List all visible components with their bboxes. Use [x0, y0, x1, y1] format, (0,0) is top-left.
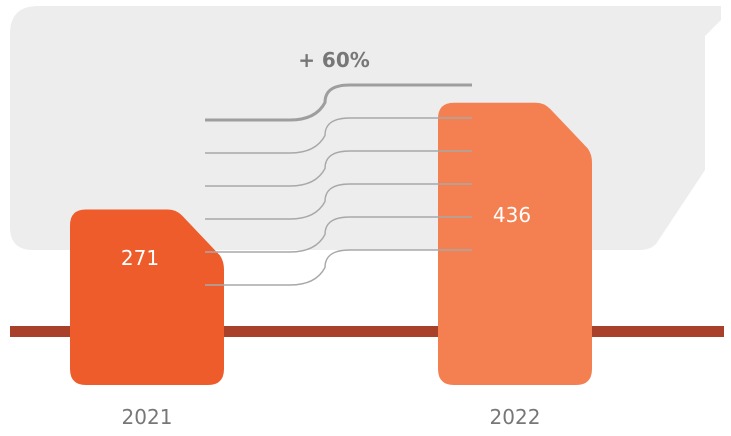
growth-annotation: + 60%: [298, 48, 370, 72]
connector-line-6: [205, 249, 472, 286]
connector-line-1: [205, 83, 472, 122]
value-label-2021: 271: [121, 246, 159, 270]
baseline: [10, 326, 724, 337]
connector-line-2: [205, 117, 472, 154]
connector-line-4: [205, 183, 472, 220]
x-tick-label-2022: 2022: [490, 405, 541, 429]
connector-lines: [205, 83, 472, 286]
connector-line-5: [205, 216, 472, 253]
value-label-2022: 436: [493, 203, 531, 227]
connector-line-3: [205, 150, 472, 187]
bar-2021: [70, 209, 224, 385]
bar-2022: [438, 102, 592, 385]
x-tick-label-2021: 2021: [122, 405, 173, 429]
